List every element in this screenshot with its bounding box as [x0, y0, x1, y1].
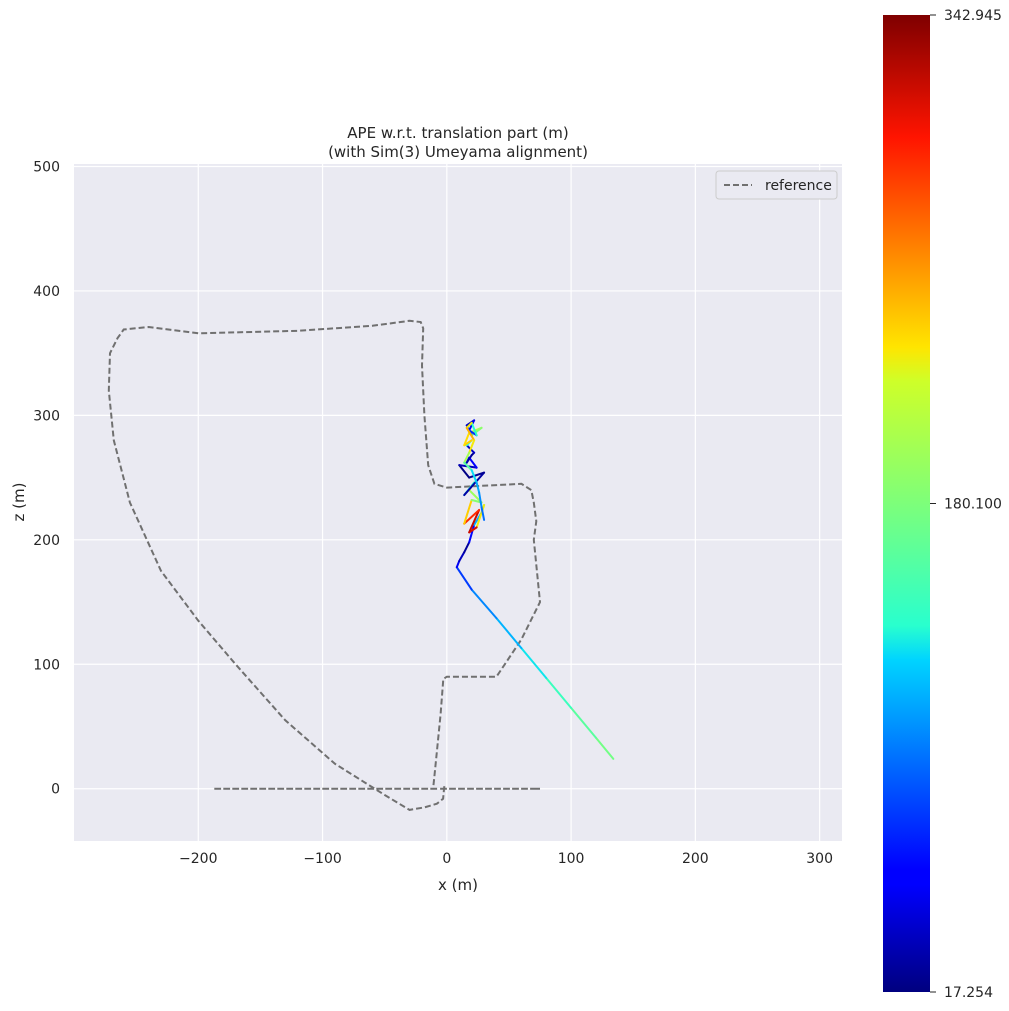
estimate-trajectory-segment: [594, 736, 615, 760]
y-tick-label: 0: [51, 782, 60, 798]
legend: reference: [715, 170, 838, 200]
estimate-trajectory-segment: [470, 469, 478, 484]
chart-subtitle: (with Sim(3) Umeyama alignment): [328, 143, 588, 161]
y-tick-label: 200: [33, 533, 60, 549]
estimate-trajectory-segment: [468, 471, 486, 479]
x-tick-label: 200: [682, 851, 709, 867]
estimate-trajectory-segment: [470, 421, 478, 437]
colorbar-tick-label: 17.254: [944, 985, 993, 1001]
y-tick-label: 100: [33, 657, 60, 673]
estimate-trajectory-segment: [495, 617, 523, 650]
x-tick-label: 0: [442, 851, 451, 867]
y-tick-label: 500: [33, 159, 60, 175]
estimate-trajectory-segment: [470, 588, 498, 620]
estimate-trajectory-segment: [475, 481, 481, 494]
estimate-trajectory-segment: [463, 451, 471, 464]
reference-trajectory-line: [107, 319, 542, 811]
y-tick-label: 300: [33, 408, 60, 424]
estimate-trajectory-segment: [468, 508, 481, 534]
y-tick-label: 400: [33, 284, 60, 300]
legend-box: [715, 170, 838, 200]
estimate-trajectory-segment: [480, 506, 486, 521]
estimate-trajectory-segment: [465, 421, 473, 429]
estimate-trajectory-segment: [478, 491, 483, 509]
legend-reference-label: reference: [765, 178, 832, 194]
estimate-trajectory-segment: [463, 541, 471, 554]
y-axis-label: z (m): [10, 483, 28, 522]
estimate-trajectory-segment: [463, 508, 481, 525]
grid-lines: [74, 164, 842, 841]
estimate-trajectory-segment: [468, 523, 476, 544]
tick-labels: −200 −100 0 100 200 300 0 100 200 300 400 500: [33, 159, 833, 867]
estimate-trajectory-segment: [468, 456, 478, 469]
colorbar-tick-label: 342.945: [944, 8, 1002, 24]
estimate-trajectory-segment: [545, 676, 573, 709]
estimate-trajectory-segment: [455, 566, 473, 591]
colorbar-ticks: 17.254 180.100 342.945: [930, 8, 1002, 1001]
colorbar-tick-label: 180.100: [944, 496, 1002, 512]
estimate-trajectory-segment: [465, 454, 473, 464]
x-axis-label: x (m): [438, 876, 478, 894]
estimate-trajectory-segment: [520, 647, 548, 679]
estimate-trajectory-segment: [570, 706, 597, 739]
estimate-trajectory-segment: [468, 439, 476, 454]
estimate-trajectory-segment: [463, 499, 473, 525]
estimate-trajectory-segment: [458, 551, 466, 562]
colorbar: [883, 15, 930, 992]
data-layer: [107, 319, 615, 811]
x-tick-label: 100: [558, 851, 585, 867]
estimate-trajectory-segment: [463, 461, 473, 472]
plot-area: [74, 164, 842, 841]
estimate-trajectory-segment: [463, 431, 471, 447]
x-tick-label: 300: [806, 851, 833, 867]
estimate-trajectory-segment: [465, 426, 476, 442]
x-tick-label: −200: [179, 851, 217, 867]
chart-title: APE w.r.t. translation part (m): [347, 124, 568, 142]
estimate-trajectory-segment: [455, 559, 461, 569]
x-tick-label: −100: [303, 851, 341, 867]
estimate-trajectory-segment: [458, 464, 471, 479]
estimate-trajectory-segment: [463, 471, 486, 497]
